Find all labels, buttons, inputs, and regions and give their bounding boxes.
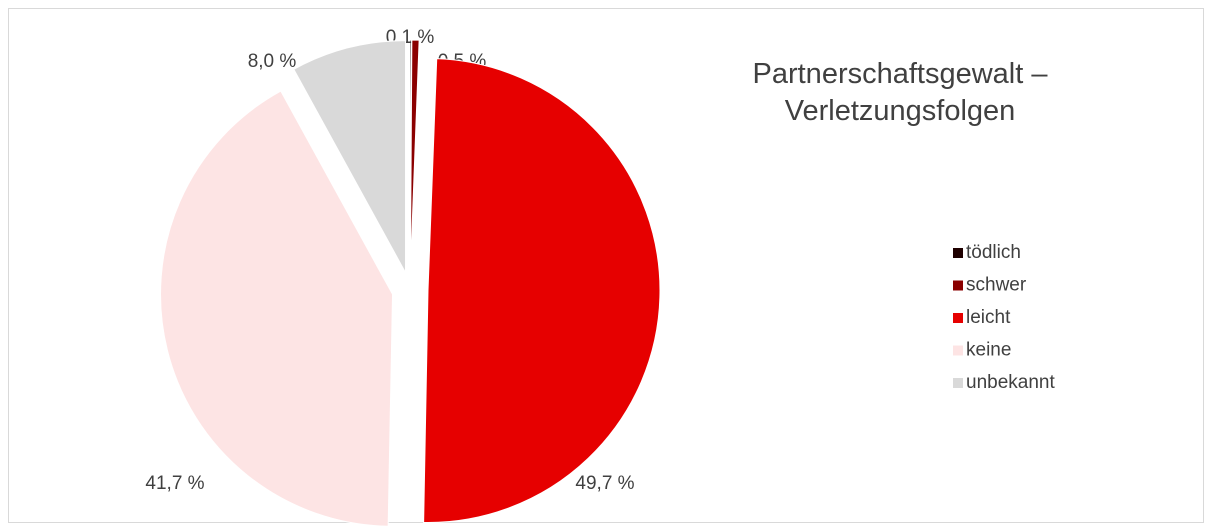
legend-swatch <box>953 378 963 388</box>
data-label: 8,0 % <box>248 51 297 72</box>
legend-label: unbekannt <box>966 372 1055 393</box>
legend-swatch <box>953 280 963 291</box>
legend-label: tödlich <box>966 242 1021 263</box>
pie-slice <box>423 58 661 523</box>
pie-slice <box>293 40 407 273</box>
legend-label: leicht <box>966 307 1011 328</box>
data-label: 49,7 % <box>575 473 634 494</box>
legend-swatch <box>953 345 963 356</box>
pie-slice <box>160 90 394 527</box>
pie-slice <box>409 39 420 273</box>
legend-swatch <box>953 248 963 258</box>
legend-label: keine <box>966 340 1011 361</box>
chart-title: Partnerschaftsgewalt – Verletzungsfolgen <box>752 58 1048 127</box>
data-label: 41,7 % <box>145 473 204 494</box>
legend-swatch <box>953 313 963 323</box>
legend-label: schwer <box>966 275 1027 296</box>
